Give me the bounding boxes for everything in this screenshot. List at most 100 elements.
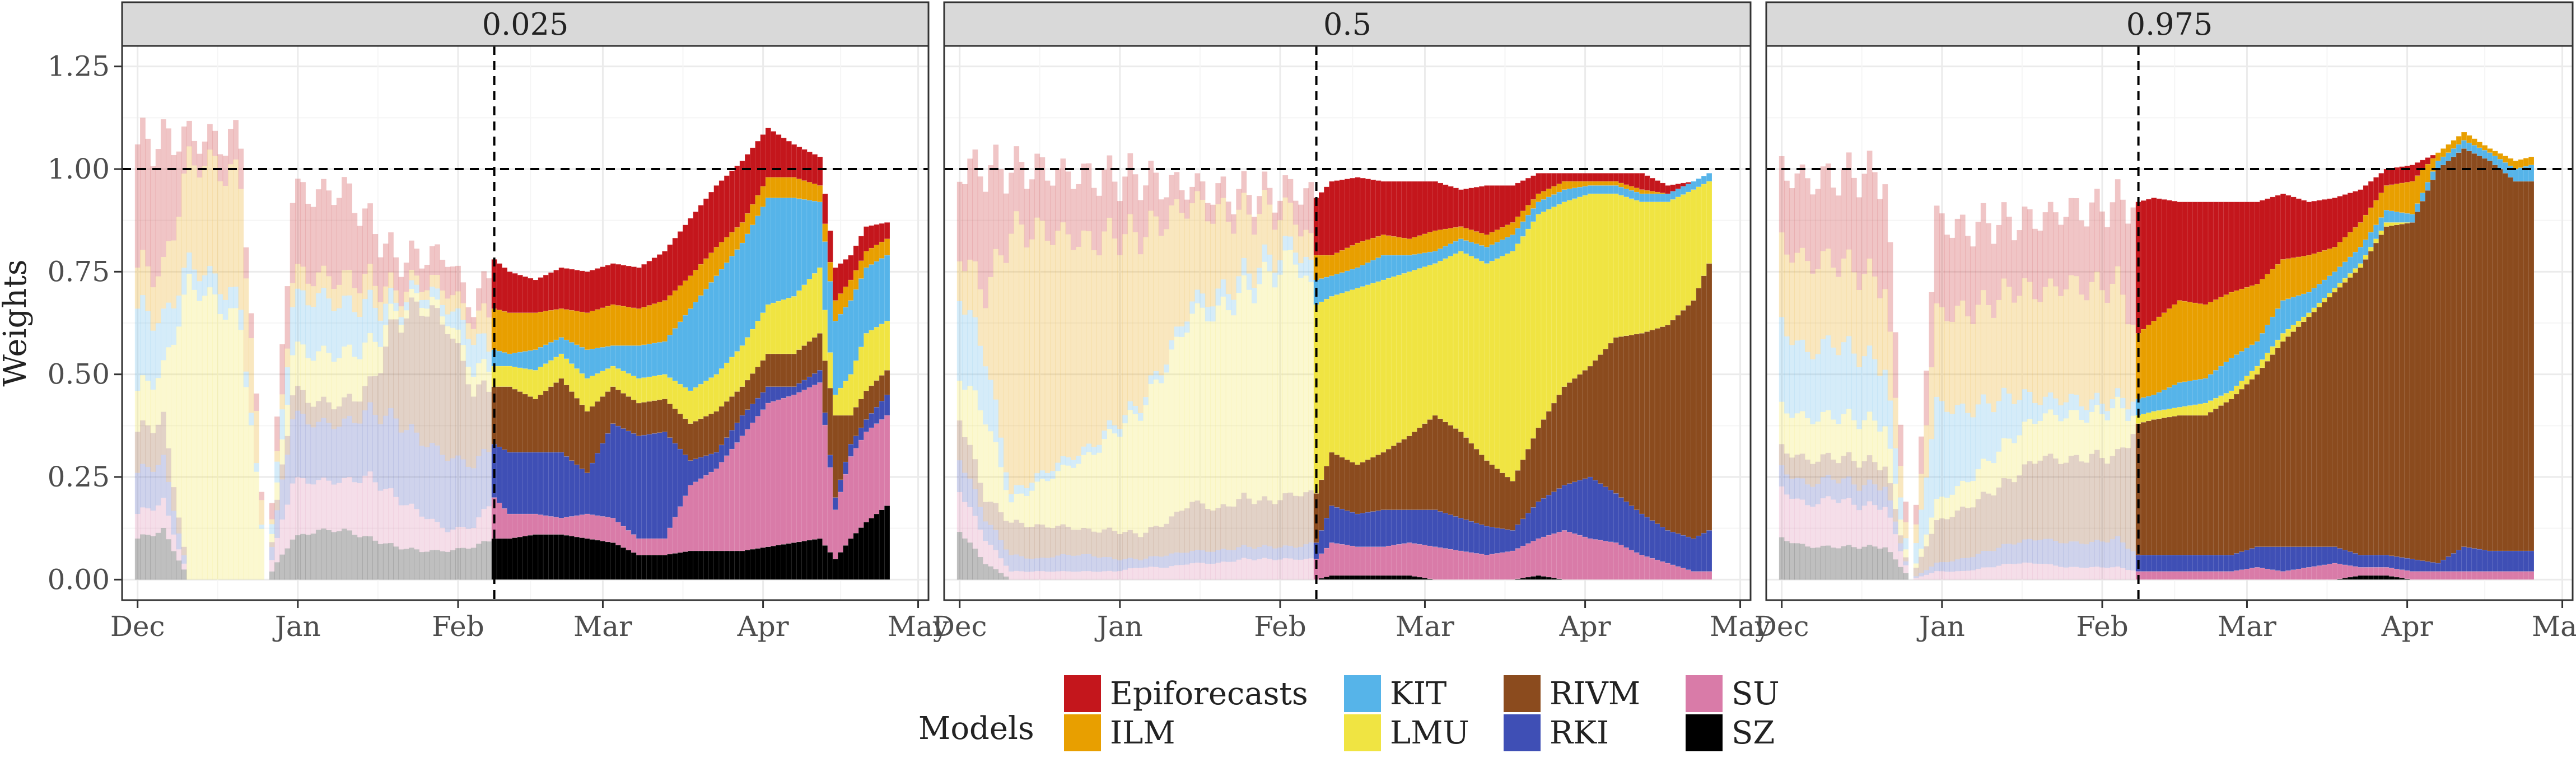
bar-epiforecasts <box>837 263 844 294</box>
bar-su <box>1292 559 1299 580</box>
bar-su <box>315 480 321 530</box>
bar-rki <box>837 479 844 493</box>
bar-epiforecasts <box>620 265 627 307</box>
bar-kit <box>1050 471 1056 479</box>
bar-epiforecasts <box>398 277 404 307</box>
bar-epiforecasts <box>600 266 606 308</box>
bar-rki <box>1975 554 1981 569</box>
bar-epiforecasts <box>548 272 554 311</box>
bar-su <box>1225 562 1231 580</box>
bar-lmu <box>713 374 720 411</box>
bar-sz <box>1390 575 1397 580</box>
bar-su <box>1836 503 1842 549</box>
bar-lmu <box>791 296 797 354</box>
bar-su <box>538 514 544 535</box>
bar-su <box>811 385 818 540</box>
bar-rivm <box>568 391 575 461</box>
bar-epiforecasts <box>181 126 187 174</box>
bar-epiforecasts <box>1861 174 1868 274</box>
bar-lmu <box>1096 452 1102 533</box>
bar-rivm <box>1292 495 1299 548</box>
bar-ilm <box>568 310 575 343</box>
bar-lmu <box>342 346 347 397</box>
bar-rivm <box>1887 483 1893 500</box>
bar-epiforecasts <box>584 272 590 313</box>
bar-ilm <box>744 213 751 235</box>
bar-rki <box>806 376 813 388</box>
bar-rivm <box>574 397 580 465</box>
bar-su <box>134 514 141 539</box>
bar-lmu <box>1189 314 1195 502</box>
bar-rki <box>1929 566 1935 573</box>
bar-rki <box>403 430 409 506</box>
bar-su <box>662 538 668 555</box>
bar-ilm <box>1877 298 1883 376</box>
bar-epiforecasts <box>558 267 564 309</box>
bar-kit <box>315 293 321 352</box>
bar-kit <box>2192 380 2199 405</box>
bar-epiforecasts <box>667 244 673 296</box>
bar-rivm <box>2006 479 2012 544</box>
bar-kit <box>2027 392 2033 419</box>
bar-su <box>1861 506 1868 547</box>
bar-rivm <box>1107 527 1113 558</box>
bar-rki <box>2409 559 2415 572</box>
bar-sz <box>837 552 844 580</box>
bar-lmu <box>486 371 492 392</box>
bar-sz <box>548 534 554 580</box>
bar-epiforecasts <box>786 141 792 177</box>
bar-kit <box>651 343 657 376</box>
bar-su <box>1365 546 1371 576</box>
bar-rivm <box>1122 532 1128 559</box>
bar-ilm <box>150 287 156 331</box>
bar-epiforecasts <box>1132 174 1138 232</box>
bar-rki <box>1200 550 1206 563</box>
bar-rivm <box>2394 224 2400 557</box>
bar-su <box>2058 567 2064 580</box>
bar-kit <box>2197 379 2204 404</box>
bar-epiforecasts <box>1820 166 1826 251</box>
bar-rki <box>1453 516 1459 550</box>
bar-ilm <box>605 306 611 347</box>
bar-kit <box>362 299 368 343</box>
bar-lmu <box>2017 435 2023 476</box>
bar-rki <box>1355 513 1361 547</box>
bar-su <box>1478 554 1485 580</box>
bar-lmu <box>1499 256 1506 473</box>
bar-sz <box>770 545 777 580</box>
bar-rivm <box>2446 161 2452 557</box>
bar-rki <box>1536 501 1542 539</box>
bar-kit <box>2347 256 2354 274</box>
bar-rki <box>1132 559 1138 568</box>
bar-kit <box>2290 297 2297 325</box>
bar-epiforecasts <box>1815 189 1821 269</box>
bar-rivm <box>2265 361 2271 547</box>
bar-ilm <box>1810 273 1816 359</box>
bar-su <box>1820 498 1826 546</box>
bar-kit <box>574 344 580 369</box>
bar-rki <box>150 471 156 511</box>
bar-rivm <box>1458 432 1464 518</box>
bar-su <box>2172 571 2178 580</box>
bar-rki <box>2260 546 2266 569</box>
bar-epiforecasts <box>2218 202 2224 298</box>
bar-epiforecasts <box>993 144 999 249</box>
bar-kit <box>1608 185 1614 194</box>
bar-kit <box>274 461 280 483</box>
bar-kit <box>1453 241 1459 254</box>
bar-lmu <box>1153 379 1159 526</box>
bar-su <box>2053 565 2059 580</box>
bar-su <box>1939 571 1945 580</box>
bar-kit <box>233 286 239 308</box>
bar-rivm <box>1546 411 1552 495</box>
bar-sz <box>284 548 291 580</box>
bar-lmu <box>848 374 854 416</box>
bar-rivm <box>274 499 280 511</box>
bar-su <box>2012 564 2017 580</box>
bar-su <box>1370 546 1376 576</box>
bar-epiforecasts <box>1996 224 2002 300</box>
bar-epiforecasts <box>1443 184 1449 230</box>
bar-rivm <box>1417 427 1423 510</box>
bar-kit <box>843 307 849 382</box>
bar-kit <box>662 341 668 375</box>
